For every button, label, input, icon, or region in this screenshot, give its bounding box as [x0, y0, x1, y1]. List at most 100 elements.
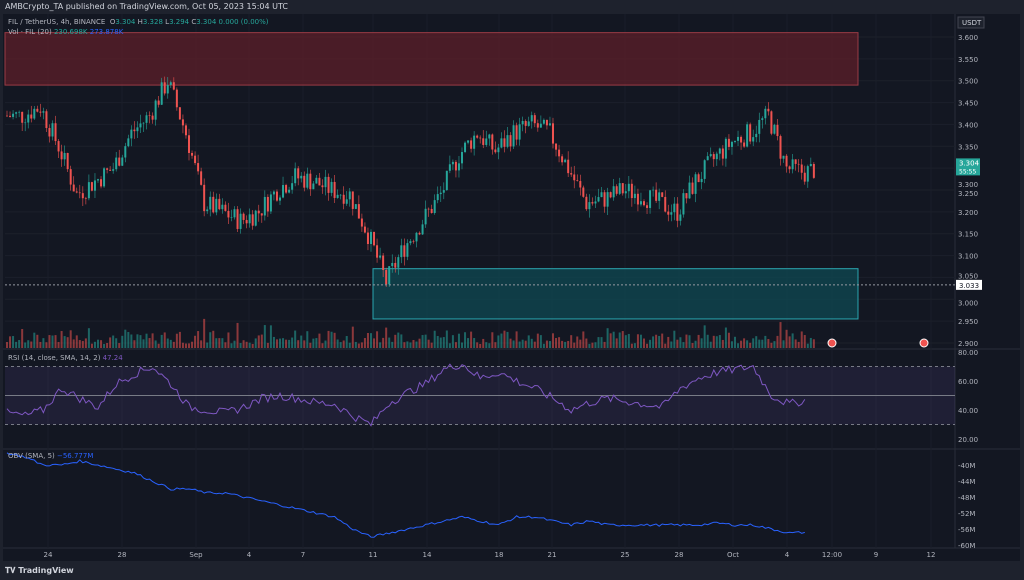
volume-bar: [385, 327, 388, 348]
volume-bar: [573, 342, 576, 348]
candle-body: [15, 112, 18, 114]
candle-body: [97, 179, 99, 181]
volume-value: 230.698K: [53, 28, 88, 36]
volume-bar: [66, 337, 69, 348]
volume-bar: [709, 341, 712, 348]
volume-bar: [272, 336, 275, 348]
time-tick: Oct: [727, 551, 739, 559]
open-value: 3.304: [115, 18, 136, 26]
candle-body: [245, 219, 248, 224]
symbol-name[interactable]: FIL / TetherUS, 4h, BINANCE: [8, 18, 106, 26]
volume-bar: [727, 332, 730, 348]
candle-body: [518, 124, 521, 140]
volume-bar: [703, 325, 706, 348]
current-price-label: [956, 158, 980, 176]
candle-body: [570, 173, 573, 175]
volume-bar: [682, 342, 685, 348]
candle-body: [561, 156, 564, 163]
rsi-legend[interactable]: RSI (14, close, SMA, 14, 2) 47.24: [8, 354, 123, 362]
volume-bar: [649, 339, 652, 348]
candle-body: [724, 138, 727, 159]
volume-bar: [51, 335, 54, 348]
candle-body: [506, 135, 509, 147]
volume-bar: [491, 332, 494, 348]
volume-bar: [130, 334, 133, 348]
volume-bar: [121, 335, 124, 348]
candle-body: [130, 129, 133, 139]
candle-body: [433, 200, 436, 213]
volume-bar: [806, 343, 809, 348]
volume-bar: [288, 339, 291, 348]
obv-legend[interactable]: OBV (SMA, 5) −56.777M: [8, 452, 93, 460]
volume-bar: [257, 335, 260, 348]
candle-body: [145, 115, 148, 123]
candle-body: [545, 119, 548, 126]
volume-label[interactable]: Vol · FIL (20): [8, 28, 52, 36]
candle-body: [582, 187, 585, 197]
candle-body: [715, 153, 718, 160]
volume-bar: [391, 341, 394, 348]
candle-body: [585, 196, 588, 210]
candle-body: [803, 172, 806, 182]
volume-bar: [548, 341, 551, 348]
candle-body: [461, 152, 463, 164]
volume-bar: [718, 335, 721, 348]
volume-bar: [539, 335, 542, 348]
volume-bar: [558, 337, 561, 348]
candle-body: [609, 192, 612, 198]
candle-body: [673, 203, 676, 213]
candle-body: [415, 232, 418, 242]
volume-bar: [561, 340, 564, 348]
candle-body: [224, 204, 227, 211]
obv-tick: -56M: [958, 526, 975, 534]
volume-bar: [497, 335, 500, 348]
volume-bar: [779, 322, 782, 348]
volume-bar: [667, 336, 670, 348]
volume-bar: [300, 335, 303, 348]
candle-body: [336, 194, 339, 198]
volume-bar: [388, 337, 391, 348]
volume-bar: [336, 339, 339, 348]
candle-body: [166, 84, 169, 94]
obv-value: −56.777M: [56, 452, 94, 460]
volume-bar: [506, 331, 509, 348]
volume-bar: [582, 331, 585, 348]
candle-body: [779, 136, 782, 159]
volume-bar: [567, 340, 570, 348]
candle-body: [539, 123, 542, 128]
volume-bar: [33, 332, 36, 348]
candle-body: [57, 141, 60, 152]
publish-header: AMBCrypto_TA published on TradingView.co…: [5, 2, 288, 11]
volume-bar: [42, 338, 45, 348]
candle-body: [206, 209, 209, 212]
volume-bar: [730, 341, 733, 348]
volume-bar: [646, 343, 649, 348]
volume-bar: [203, 318, 206, 348]
tradingview-logo: 𝐓𝐕 TradingView: [5, 566, 74, 576]
volume-bar: [351, 326, 354, 348]
volume-bar: [673, 330, 676, 348]
volume-bar: [87, 328, 90, 348]
candle-body: [294, 168, 297, 184]
candle-body: [103, 168, 106, 187]
rsi-tick: 40.00: [958, 407, 978, 415]
volume-bar: [12, 336, 15, 348]
brand-name: TradingView: [18, 566, 74, 575]
time-tick: 4: [247, 551, 252, 559]
volume-bar: [530, 338, 533, 348]
candle-body: [51, 123, 54, 137]
candle-body: [573, 174, 576, 181]
volume-bar: [785, 329, 788, 348]
candle-body: [488, 134, 491, 139]
time-tick: 4: [785, 551, 790, 559]
volume-bar: [633, 343, 636, 348]
volume-bar: [809, 337, 812, 348]
obv-line: [6, 452, 805, 538]
volume-bar: [749, 342, 752, 348]
time-tick: 9: [874, 551, 878, 559]
current-price: 3.304: [959, 159, 980, 167]
volume-bar: [451, 335, 454, 348]
candle-body: [339, 194, 342, 196]
volume-bar: [188, 343, 190, 348]
volume-bar: [533, 341, 536, 348]
